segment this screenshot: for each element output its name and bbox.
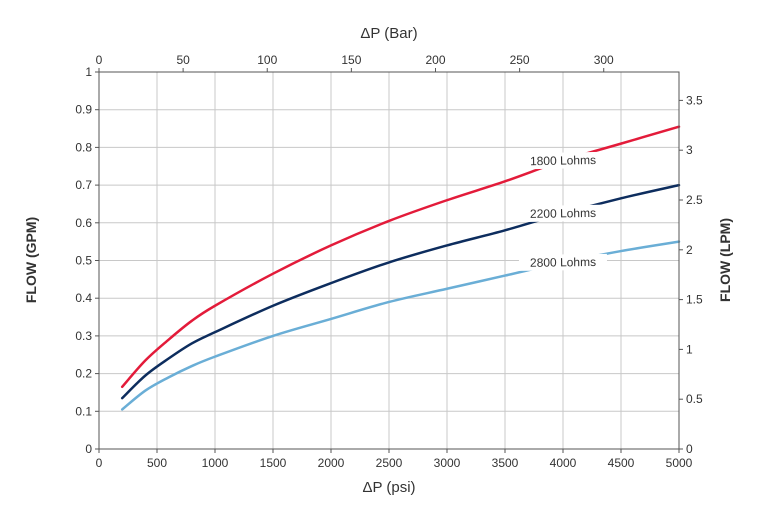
x-top-tick-label: 150	[341, 53, 361, 67]
series-label: 1800 Lohms	[530, 153, 596, 168]
y-right-tick-label: 3.5	[686, 93, 703, 107]
x-tick-label: 1500	[260, 456, 287, 470]
y-axis-left-title: FLOW (GPM)	[23, 217, 39, 303]
x-axis-top-title: ΔP (Bar)	[360, 25, 417, 42]
y-right-tick-label: 1.5	[686, 293, 703, 307]
tick-labels: 0 500 1000 1500 2000 2500 3000 3500 4000 4500 5000…	[75, 53, 703, 470]
y-right-tick-label: 2	[686, 243, 693, 257]
x-tick-label: 1000	[202, 456, 229, 470]
y-tick-label: 0.6	[75, 216, 92, 230]
y-tick-label: 0.9	[75, 103, 92, 117]
x-tick-label: 500	[147, 456, 167, 470]
y-tick-label: 0.4	[75, 291, 92, 305]
x-top-tick-label: 200	[425, 53, 445, 67]
y-tick-label: 1	[85, 65, 92, 79]
x-tick-label: 2000	[318, 456, 345, 470]
y-tick-label: 0.1	[75, 404, 92, 418]
x-top-tick-label: 250	[510, 53, 530, 67]
x-top-tick-label: 300	[594, 53, 614, 67]
x-tick-label: 4500	[608, 456, 635, 470]
y-tick-label: 0	[85, 442, 92, 456]
series-label-background	[518, 253, 608, 271]
x-top-tick-label: 100	[257, 53, 277, 67]
y-tick-label: 0.3	[75, 329, 92, 343]
x-axis-bottom-title: ΔP (psi)	[362, 479, 415, 496]
y-axis-right-title: FLOW (LPM)	[717, 218, 733, 302]
series-label: 2200 Lohms	[530, 206, 596, 221]
x-top-tick-label: 50	[176, 53, 190, 67]
y-right-tick-label: 0.5	[686, 392, 703, 406]
series-label-background	[518, 204, 608, 223]
y-tick-label: 0.8	[75, 140, 92, 154]
x-tick-label: 5000	[666, 456, 693, 470]
y-tick-label: 0.7	[75, 178, 92, 192]
y-tick-label: 0.5	[75, 254, 92, 268]
y-right-tick-label: 0	[686, 442, 693, 456]
x-tick-label: 3500	[492, 456, 519, 470]
series-labels: 1800 Lohms 2200 Lohms 2800 Lohms	[518, 151, 608, 271]
y-right-tick-label: 1	[686, 342, 693, 356]
y-right-tick-label: 3	[686, 143, 693, 157]
x-tick-label: 2500	[376, 456, 403, 470]
series-label-background	[518, 151, 608, 170]
y-tick-label: 0.2	[75, 367, 92, 381]
series-label: 2800 Lohms	[530, 255, 596, 270]
series-label-group: 2200 Lohms	[518, 204, 608, 223]
y-right-tick-label: 2.5	[686, 193, 703, 207]
x-tick-label: 0	[96, 456, 103, 470]
x-tick-label: 4000	[550, 456, 577, 470]
x-tick-label: 3000	[434, 456, 461, 470]
axes	[95, 68, 683, 453]
series-label-group: 2800 Lohms	[518, 253, 608, 271]
series-label-group: 1800 Lohms	[518, 151, 608, 170]
x-top-tick-label: 0	[96, 53, 103, 67]
